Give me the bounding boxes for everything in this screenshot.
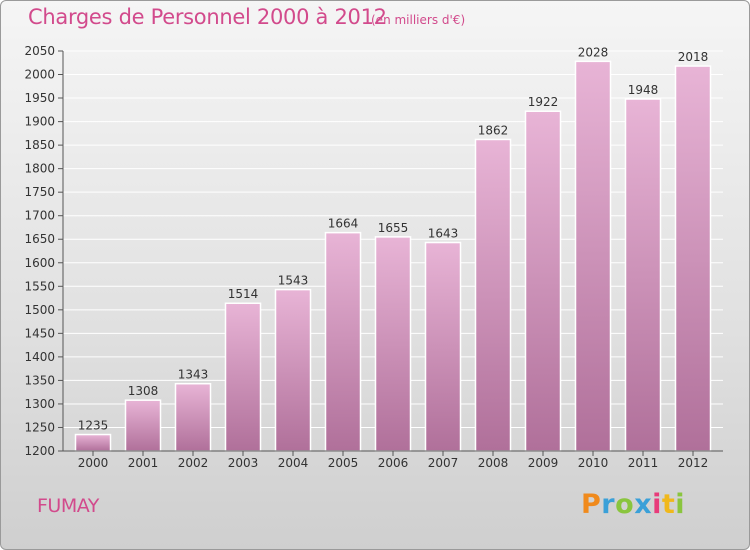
- bar-2012: [674, 65, 712, 452]
- bar-2001: [124, 399, 162, 452]
- data-label: 1655: [378, 221, 409, 235]
- y-tick-label: 1200: [24, 444, 55, 458]
- y-tick-label: 1550: [24, 279, 55, 293]
- logo-letter: t: [661, 489, 676, 520]
- y-tick-label: 2000: [24, 68, 55, 82]
- data-label: 1514: [228, 287, 259, 301]
- bar-2000: [74, 433, 112, 452]
- y-tick-label: 1900: [24, 115, 55, 129]
- logo-letter: o: [615, 489, 635, 520]
- logo-letter: x: [634, 489, 653, 520]
- y-tick-label: 1250: [24, 420, 55, 434]
- bar-2006: [374, 236, 412, 452]
- data-label: 1948: [628, 83, 659, 97]
- x-tick-label: 2005: [328, 456, 359, 470]
- y-tick-label: 1300: [24, 397, 55, 411]
- bar-2011: [624, 98, 662, 452]
- data-label: 1862: [478, 123, 509, 137]
- data-label: 1343: [178, 368, 209, 382]
- chart-title: Charges de Personnel 2000 à 2012: [28, 5, 387, 29]
- bar-2008: [474, 138, 512, 452]
- commune-name: FUMAY: [37, 495, 99, 517]
- logo-letter: i: [652, 489, 662, 520]
- y-tick-label: 1600: [24, 256, 55, 270]
- x-tick-label: 2000: [78, 456, 109, 470]
- logo-letter: P: [581, 489, 602, 520]
- y-tick-label: 1750: [24, 185, 55, 199]
- data-label: 1922: [528, 95, 559, 109]
- x-tick-label: 2007: [428, 456, 459, 470]
- x-tick-label: 2011: [628, 456, 659, 470]
- bars: 1235 1308 1343 1514 1543 1664 1655 1643 1862 1922…: [74, 45, 712, 452]
- data-label: 1308: [128, 384, 159, 398]
- x-tick-label: 2012: [678, 456, 709, 470]
- bar-2005: [324, 231, 362, 452]
- y-tick-label: 1950: [24, 91, 55, 105]
- x-tick-label: 2003: [228, 456, 259, 470]
- y-tick-label: 1700: [24, 209, 55, 223]
- y-tick-label: 1650: [24, 232, 55, 246]
- y-tick-label: 1450: [24, 326, 55, 340]
- data-label: 1543: [278, 274, 309, 288]
- y-tick-label: 1500: [24, 303, 55, 317]
- x-tick-label: 2010: [578, 456, 609, 470]
- y-tick-label: 1350: [24, 373, 55, 387]
- bar-2009: [524, 110, 562, 452]
- x-tick-label: 2008: [478, 456, 509, 470]
- data-label: 2028: [578, 45, 609, 59]
- logo-letter: r: [601, 489, 616, 520]
- axes: 1200 1250 1300 1350 1400 1450 1500 1550 1600 1650…: [24, 44, 723, 470]
- x-tick-label: 2009: [528, 456, 559, 470]
- data-label: 1235: [78, 419, 109, 433]
- bar-2003: [224, 302, 262, 452]
- bar-2002: [174, 382, 212, 452]
- x-tick-label: 2002: [178, 456, 209, 470]
- bar-2007: [424, 241, 462, 452]
- proxiti-logo[interactable]: Proxiti: [581, 489, 685, 520]
- y-tick-label: 1850: [24, 138, 55, 152]
- y-tick-label: 1400: [24, 350, 55, 364]
- data-label: 2018: [678, 50, 709, 64]
- x-tick-label: 2001: [128, 456, 159, 470]
- x-tick-label: 2006: [378, 456, 409, 470]
- bar-2004: [274, 288, 312, 452]
- chart-subtitle: (en milliers d'€): [371, 13, 466, 27]
- y-tick-label: 1800: [24, 162, 55, 176]
- bar-2010: [574, 60, 612, 452]
- y-tick-label: 2050: [24, 44, 55, 58]
- data-label: 1664: [328, 217, 359, 231]
- logo-letter: i: [675, 489, 686, 520]
- data-label: 1643: [428, 227, 459, 241]
- x-tick-label: 2004: [278, 456, 309, 470]
